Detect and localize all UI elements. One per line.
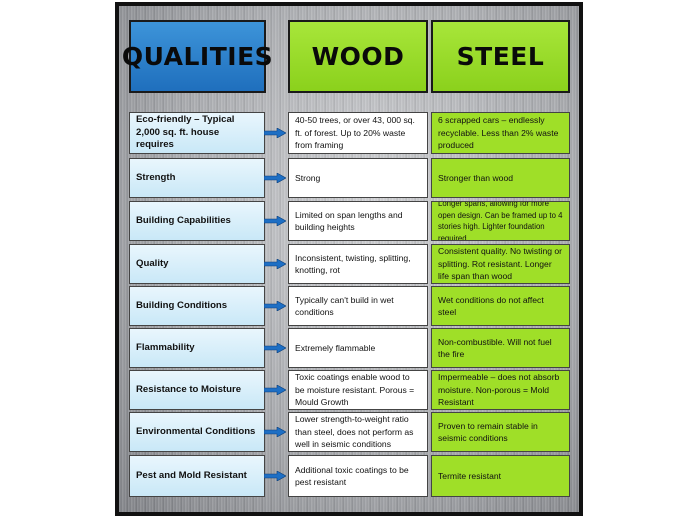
steel-cell-building-conditions: Wet conditions do not affect steel bbox=[431, 286, 570, 326]
arrow-right-icon bbox=[264, 259, 286, 269]
steel-cell-resistance-to-moisture: Impermeable – does not absorb moisture. … bbox=[431, 370, 570, 410]
steel-cell-building-capabilities: Longer spans, allowing for more open des… bbox=[431, 201, 570, 241]
wood-cell-building-conditions: Typically can't build in wet conditions bbox=[288, 286, 428, 326]
wood-cell-eco-friendly: 40-50 trees, or over 43, 000 sq. ft. of … bbox=[288, 112, 428, 154]
wood-cell-resistance-to-moisture: Toxic coatings enable wood to be moistur… bbox=[288, 370, 428, 410]
header-wood: WOOD bbox=[288, 20, 428, 93]
wood-cell-pest-and-mold-resistant: Additional toxic coatings to be pest res… bbox=[288, 455, 428, 497]
arrow-right-icon bbox=[264, 343, 286, 353]
arrow-right-icon bbox=[264, 427, 286, 437]
steel-cell-strength: Stronger than wood bbox=[431, 158, 570, 198]
quality-cell-strength: Strength bbox=[129, 158, 265, 198]
steel-cell-flammability: Non-combustible. Will not fuel the fire bbox=[431, 328, 570, 368]
quality-cell-eco-friendly: Eco-friendly – Typical 2,000 sq. ft. hou… bbox=[129, 112, 265, 154]
steel-cell-pest-and-mold-resistant: Termite resistant bbox=[431, 455, 570, 497]
wood-cell-strength: Strong bbox=[288, 158, 428, 198]
quality-cell-quality: Quality bbox=[129, 244, 265, 284]
arrow-right-icon bbox=[264, 216, 286, 226]
quality-cell-resistance-to-moisture: Resistance to Moisture bbox=[129, 370, 265, 410]
steel-cell-environmental-conditions: Proven to remain stable in seismic condi… bbox=[431, 412, 570, 452]
header-qualities: QUALITIES bbox=[122, 20, 273, 93]
quality-cell-building-conditions: Building Conditions bbox=[129, 286, 265, 326]
quality-cell-environmental-conditions: Environmental Conditions bbox=[129, 412, 265, 452]
wood-cell-quality: Inconsistent, twisting, splitting, knott… bbox=[288, 244, 428, 284]
arrow-right-icon bbox=[264, 471, 286, 481]
arrow-right-icon bbox=[264, 173, 286, 183]
wood-cell-building-capabilities: Limited on span lengths and building hei… bbox=[288, 201, 428, 241]
quality-cell-building-capabilities: Building Capabilities bbox=[129, 201, 265, 241]
quality-cell-pest-and-mold-resistant: Pest and Mold Resistant bbox=[129, 455, 265, 497]
wood-cell-environmental-conditions: Lower strength-to-weight ratio than stee… bbox=[288, 412, 428, 452]
arrow-right-icon bbox=[264, 301, 286, 311]
header-steel: STEEL bbox=[431, 20, 570, 93]
quality-cell-flammability: Flammability bbox=[129, 328, 265, 368]
arrow-right-icon bbox=[264, 128, 286, 138]
wood-cell-flammability: Extremely flammable bbox=[288, 328, 428, 368]
arrow-right-icon bbox=[264, 385, 286, 395]
steel-cell-eco-friendly: 6 scrapped cars – endlessly recyclable. … bbox=[431, 112, 570, 154]
steel-cell-quality: Consistent quality. No twisting or split… bbox=[431, 244, 570, 284]
